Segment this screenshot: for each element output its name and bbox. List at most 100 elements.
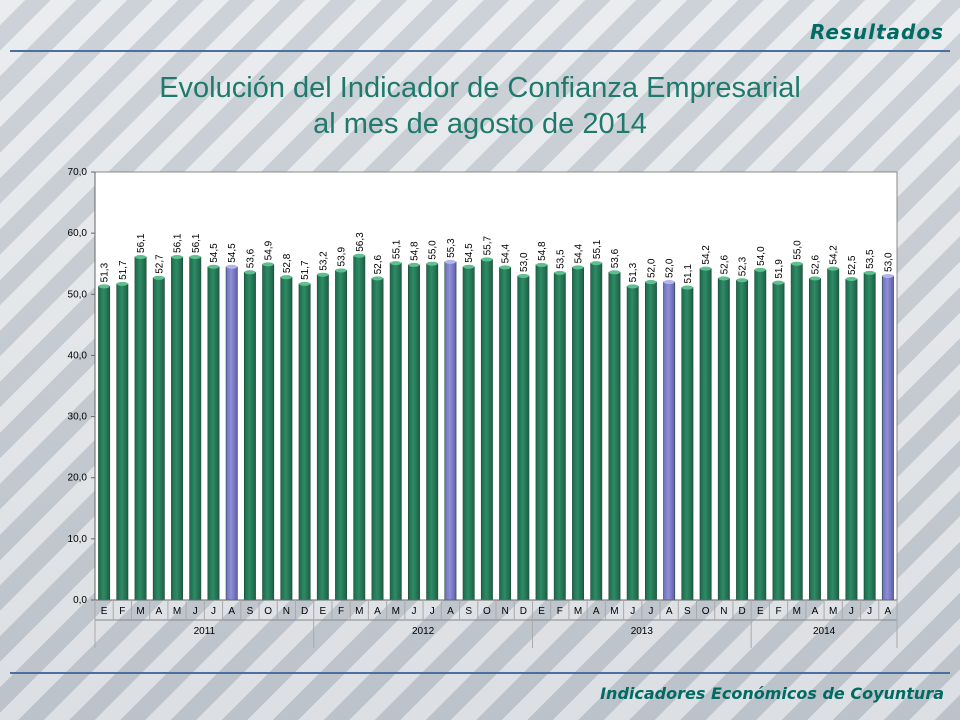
bar	[371, 278, 384, 601]
year-label: 2014	[813, 626, 836, 637]
data-label: 56,1	[191, 233, 202, 253]
bar-top	[809, 276, 821, 281]
y-tick-label: 40,0	[68, 350, 88, 361]
x-tick-label: E	[101, 606, 108, 617]
bar-top	[134, 254, 147, 259]
bar-top	[827, 266, 839, 271]
bar	[316, 274, 329, 601]
x-tick-label: J	[849, 606, 854, 617]
bar-top	[153, 275, 165, 280]
x-tick-label: A	[666, 606, 673, 617]
x-tick-label: A	[447, 606, 454, 617]
x-tick-label: A	[885, 606, 892, 617]
bar-top	[426, 261, 438, 266]
x-tick-label: M	[793, 606, 801, 617]
data-label: 55,0	[428, 240, 439, 260]
data-label: 54,2	[829, 245, 840, 265]
bar	[845, 278, 858, 601]
bar-top	[845, 277, 858, 281]
data-label: 55,1	[592, 239, 603, 259]
data-label: 52,0	[665, 258, 676, 278]
bar	[881, 275, 894, 601]
data-label: 56,3	[355, 232, 366, 252]
bar-top	[444, 259, 457, 264]
x-tick-label: M	[173, 606, 181, 617]
chart-title: Evolución del Indicador de Confianza Emp…	[0, 70, 960, 142]
x-tick-label: O	[264, 606, 272, 617]
x-tick-label: E	[757, 606, 764, 617]
bar	[699, 268, 712, 601]
y-tick-label: 70,0	[68, 167, 88, 178]
data-label: 55,0	[792, 240, 803, 260]
bar-top	[280, 275, 293, 280]
x-tick-label: M	[392, 606, 400, 617]
footer-text: Indicadores Económicos de Coyuntura	[600, 684, 944, 703]
data-label: 53,5	[555, 249, 566, 269]
y-tick-label: 60,0	[68, 228, 88, 239]
bar	[98, 286, 111, 601]
x-tick-label: M	[610, 606, 618, 617]
data-label: 53,9	[337, 247, 348, 267]
bar	[335, 270, 348, 601]
data-label: 54,8	[537, 241, 548, 261]
bar-top	[517, 273, 529, 278]
bar-top	[171, 254, 183, 259]
x-tick-label: N	[720, 606, 727, 617]
bar	[754, 269, 767, 601]
data-label: 52,7	[154, 254, 165, 274]
x-tick-label: F	[775, 606, 781, 617]
chart-title-line2: al mes de agosto de 2014	[313, 108, 647, 140]
x-tick-label: D	[738, 606, 745, 617]
bar-top	[353, 253, 365, 258]
bar-top	[791, 261, 803, 266]
bar-top	[718, 276, 730, 281]
bar	[608, 271, 621, 601]
data-label: 52,6	[373, 254, 384, 274]
bar	[298, 283, 311, 601]
bar-top	[864, 270, 876, 275]
data-label: 54,4	[574, 243, 585, 263]
bar-top	[481, 257, 493, 262]
x-tick-label: S	[684, 606, 691, 617]
data-label: 55,3	[446, 238, 457, 258]
data-label: 53,2	[318, 251, 329, 271]
chart-title-line1: Evolución del Indicador de Confianza Emp…	[159, 72, 801, 104]
bar-top	[590, 261, 602, 266]
data-label: 54,0	[756, 246, 767, 266]
bar	[480, 259, 493, 601]
data-label: 54,5	[464, 243, 475, 263]
bar-top	[645, 280, 657, 285]
bar	[827, 268, 840, 601]
bar	[134, 256, 147, 601]
data-label: 53,6	[610, 248, 621, 268]
bar	[590, 262, 603, 601]
bar	[444, 261, 457, 601]
x-tick-label: E	[320, 606, 327, 617]
data-label: 51,7	[118, 260, 129, 280]
bar	[116, 283, 129, 601]
x-tick-label: D	[520, 606, 527, 617]
bar	[353, 255, 366, 601]
y-tick-label: 0,0	[73, 595, 87, 606]
x-tick-label: N	[501, 606, 508, 617]
bar	[462, 266, 475, 601]
bar	[408, 264, 420, 601]
bar-top	[627, 284, 639, 289]
bar	[152, 277, 165, 601]
x-tick-label: E	[538, 606, 545, 617]
bar	[517, 275, 530, 601]
data-label: 54,9	[264, 240, 275, 260]
bar-top	[499, 265, 511, 270]
data-label: 54,8	[409, 241, 420, 261]
x-tick-label: F	[338, 606, 344, 617]
year-label: 2011	[194, 626, 216, 637]
bar	[225, 266, 238, 601]
data-label: 52,3	[738, 256, 749, 276]
bar	[863, 272, 876, 601]
data-label: 51,3	[100, 262, 111, 282]
data-label: 56,1	[173, 233, 184, 253]
x-tick-label: J	[648, 606, 653, 617]
x-tick-label: D	[301, 606, 308, 617]
x-tick-label: J	[411, 606, 416, 617]
